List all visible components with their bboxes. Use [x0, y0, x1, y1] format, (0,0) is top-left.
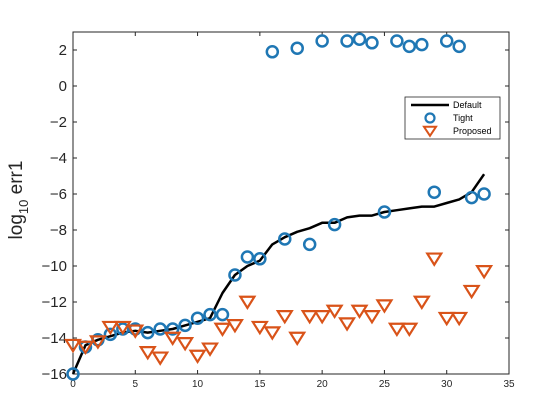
data-point — [213, 322, 232, 338]
data-point — [201, 342, 220, 357]
data-point — [452, 39, 466, 54]
legend-label: Proposed — [453, 126, 492, 136]
x-tick-label: 15 — [254, 379, 266, 390]
legend-label: Tight — [453, 113, 473, 123]
y-tick-label: −14 — [42, 330, 67, 347]
data-point — [126, 324, 145, 339]
data-point — [138, 346, 157, 361]
data-point — [400, 322, 419, 338]
data-point — [215, 307, 230, 322]
data-point — [66, 367, 80, 381]
data-point — [300, 310, 319, 325]
data-point — [415, 37, 429, 52]
data-point — [390, 34, 404, 48]
data-point — [313, 310, 332, 325]
data-point — [464, 190, 479, 205]
y-axis-label: log10 err1 — [6, 161, 31, 240]
y-tick-label: −4 — [50, 150, 67, 167]
data-point — [338, 317, 357, 332]
data-point — [103, 327, 118, 342]
plot-area — [64, 32, 494, 381]
data-point — [375, 299, 394, 314]
y-tick-label: −2 — [50, 114, 67, 131]
data-point — [176, 337, 195, 352]
series-proposed — [64, 252, 494, 366]
x-tick-label: 25 — [379, 379, 391, 390]
data-point — [365, 36, 379, 50]
data-point — [462, 284, 481, 300]
data-point — [113, 320, 132, 336]
data-point — [140, 325, 155, 340]
data-point — [263, 326, 282, 341]
x-tick-label: 35 — [503, 379, 515, 390]
data-point — [327, 217, 342, 232]
data-point — [437, 311, 456, 327]
data-point — [362, 310, 381, 325]
y-tick-label: −6 — [50, 186, 67, 203]
data-point — [228, 268, 242, 282]
data-point — [88, 335, 107, 350]
data-point — [352, 32, 367, 46]
data-point — [450, 311, 469, 327]
axes: 0 5 10 15 20 25 30 35 −16 −14 −12 −10 −8 −6 −4 −2 0 2 — [42, 31, 515, 390]
data-point — [165, 322, 180, 336]
y-tick-label: 2 — [59, 42, 67, 59]
data-point — [178, 318, 192, 333]
x-tick-label: 30 — [441, 379, 453, 390]
data-point — [203, 307, 217, 322]
data-point — [151, 351, 170, 366]
y-tick-label: −8 — [50, 222, 67, 239]
y-tick-label: −16 — [42, 366, 67, 383]
data-point — [76, 340, 95, 356]
data-point — [190, 311, 205, 325]
data-point — [275, 310, 294, 325]
y-tick-label: −10 — [42, 258, 67, 275]
data-point — [253, 252, 267, 266]
data-point — [315, 34, 329, 48]
legend-label: Default — [453, 100, 482, 110]
data-point — [475, 265, 494, 280]
data-point — [350, 304, 369, 320]
y-tick-label: 0 — [59, 78, 67, 95]
legend: Default Tight Proposed — [404, 96, 501, 140]
plot-frame — [72, 31, 510, 375]
data-point — [439, 34, 454, 48]
data-point — [101, 320, 120, 336]
data-point — [302, 237, 317, 252]
data-point — [377, 205, 392, 219]
data-point — [64, 338, 82, 354]
data-point — [402, 39, 417, 54]
data-point — [325, 304, 344, 320]
data-point — [278, 232, 292, 246]
data-point — [265, 45, 280, 59]
data-point — [290, 41, 304, 55]
data-point — [188, 349, 207, 365]
data-point — [425, 252, 444, 267]
y-tick-label: −12 — [42, 294, 67, 311]
legend-triangle-symbol — [422, 125, 438, 138]
data-point — [225, 319, 244, 334]
data-point — [427, 185, 442, 199]
data-point — [340, 34, 354, 48]
x-tick-label: 10 — [192, 379, 204, 390]
x-tick-label: 5 — [133, 379, 139, 390]
data-point — [250, 320, 269, 336]
data-point — [477, 187, 491, 201]
x-tick-label: 20 — [317, 379, 329, 390]
data-point — [240, 250, 255, 264]
data-point — [387, 322, 406, 338]
data-point — [412, 295, 431, 311]
data-point — [153, 322, 167, 336]
data-point — [238, 295, 257, 311]
data-point — [288, 331, 307, 347]
data-point — [163, 331, 182, 347]
legend-circle-symbol — [424, 112, 436, 124]
x-tick-label: 0 — [70, 379, 76, 390]
